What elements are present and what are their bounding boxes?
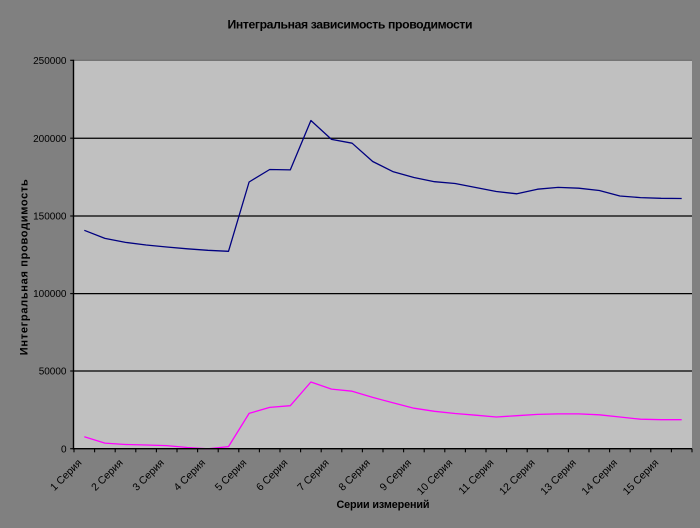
svg-text:Серии измерений: Серии измерений [337,499,430,511]
svg-text:Интегральная проводимость: Интегральная проводимость [18,179,30,355]
svg-text:200000: 200000 [33,134,67,145]
svg-text:50000: 50000 [39,367,67,378]
svg-text:100000: 100000 [33,289,67,300]
svg-text:250000: 250000 [33,56,67,67]
svg-text:0: 0 [61,444,67,455]
svg-text:Интегральная зависимость прово: Интегральная зависимость проводимости [228,18,473,32]
svg-text:150000: 150000 [33,212,67,223]
